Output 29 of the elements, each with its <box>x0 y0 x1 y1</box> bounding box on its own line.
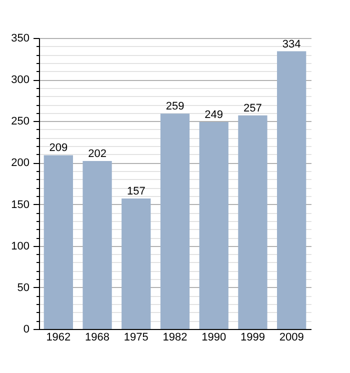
data-label: 259 <box>166 100 184 113</box>
bar <box>82 161 112 329</box>
bar <box>277 51 306 329</box>
x-tick-label: 1982 <box>162 332 188 344</box>
data-label: 334 <box>282 38 301 50</box>
bar <box>199 122 228 329</box>
data-label: 249 <box>204 108 224 121</box>
y-tick-label: 300 <box>11 74 30 86</box>
y-tick-label: 0 <box>23 324 30 336</box>
y-tick-label: 250 <box>11 116 30 128</box>
y-tick-label: 150 <box>11 198 30 211</box>
bar <box>160 114 190 329</box>
y-tick-label: 100 <box>11 240 30 252</box>
bar <box>238 115 268 329</box>
x-tick-label: 1990 <box>202 332 226 344</box>
x-tick-label: 1975 <box>124 332 148 344</box>
y-tick-label: 350 <box>11 32 30 44</box>
x-tick-label: 1999 <box>240 332 265 344</box>
data-label: 202 <box>88 148 106 160</box>
data-label: 257 <box>244 102 262 114</box>
y-tick-label: 200 <box>11 157 30 170</box>
data-label: 157 <box>126 185 146 198</box>
bar <box>44 155 73 329</box>
x-tick-label: 1962 <box>46 332 71 344</box>
x-tick-label: 1968 <box>85 332 110 344</box>
data-label: 209 <box>49 142 68 154</box>
x-tick-label: 2009 <box>279 332 304 344</box>
y-tick-label: 50 <box>17 282 30 294</box>
bar <box>122 198 151 329</box>
